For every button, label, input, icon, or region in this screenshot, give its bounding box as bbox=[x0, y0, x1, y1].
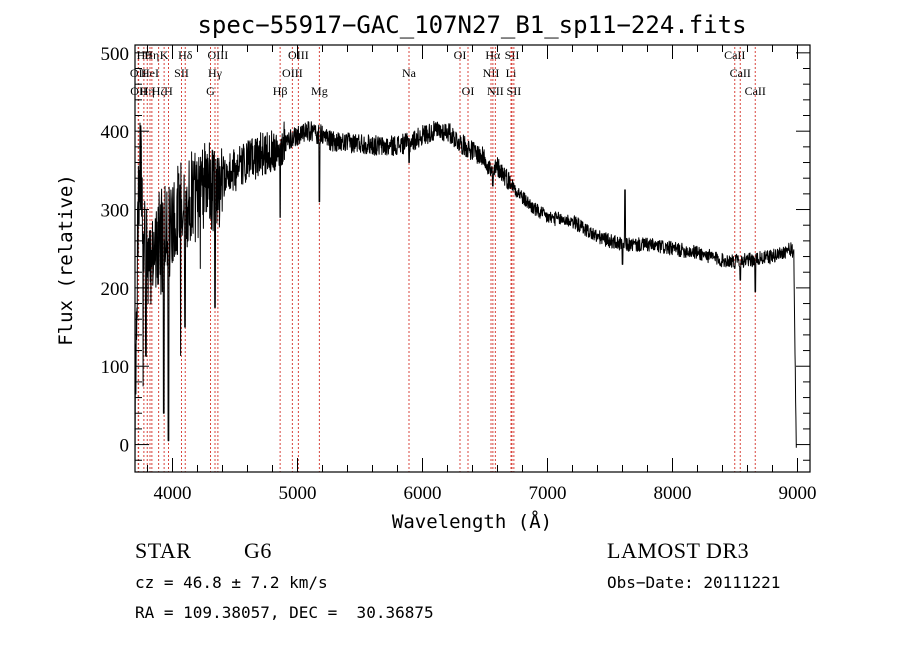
x-tick-label: 7000 bbox=[529, 483, 567, 504]
redshift-text: cz = 46.8 ± 7.2 km/s bbox=[135, 573, 328, 592]
line-marker-label: OIII bbox=[288, 48, 309, 62]
axis-ticks bbox=[135, 45, 810, 472]
line-marker-label: SII bbox=[505, 48, 520, 62]
spectrum-line bbox=[134, 120, 797, 469]
line-marker-label: H bbox=[164, 84, 173, 98]
line-marker-label: HeI bbox=[141, 66, 159, 80]
y-tick-label: 0 bbox=[120, 436, 130, 457]
line-marker-label: CaII bbox=[724, 48, 745, 62]
x-tick-label: 9000 bbox=[779, 483, 817, 504]
y-axis-label: Flux (relative) bbox=[55, 174, 77, 346]
line-marker-label: SII bbox=[174, 66, 189, 80]
line-marker-label: OIII bbox=[282, 66, 303, 80]
line-marker-label: Li bbox=[506, 66, 517, 80]
line-marker-label: CaII bbox=[745, 84, 766, 98]
x-axis-label: Wavelength (Å) bbox=[392, 510, 552, 533]
object-class: STAR bbox=[135, 538, 192, 563]
y-tick-label: 300 bbox=[101, 201, 130, 222]
x-tick-label: 8000 bbox=[654, 483, 692, 504]
line-marker-label: CaII bbox=[730, 66, 751, 80]
y-tick-label: 500 bbox=[101, 44, 130, 65]
y-tick-label: 400 bbox=[101, 122, 130, 143]
spectrum-series bbox=[134, 120, 797, 469]
line-marker-label: Hδ bbox=[178, 48, 193, 62]
chart-title: spec−55917−GAC_107N27_B1_sp11−224.fits bbox=[197, 11, 746, 39]
line-marker-label: Hη bbox=[140, 84, 155, 98]
line-marker-label: K bbox=[160, 48, 169, 62]
line-markers: OIIOIIHθHηHeIHηHζKHSIIHδGHγOIIIHβOIIIOII… bbox=[130, 47, 766, 472]
line-marker-label: Hβ bbox=[273, 84, 288, 98]
line-marker-label: Hη bbox=[144, 48, 159, 62]
line-marker-label: Hα bbox=[485, 48, 501, 62]
line-marker-label: G bbox=[206, 84, 215, 98]
survey-name: LAMOST DR3 bbox=[607, 538, 750, 563]
line-marker-label: Na bbox=[402, 66, 417, 80]
x-tick-label: 5000 bbox=[279, 483, 317, 504]
line-marker-label: OI bbox=[462, 84, 475, 98]
line-marker-label: Hζ bbox=[152, 84, 166, 98]
y-tick-label: 200 bbox=[101, 279, 130, 300]
line-marker-label: Mg bbox=[311, 84, 328, 98]
line-marker-label: NII bbox=[483, 66, 500, 80]
x-tick-label: 4000 bbox=[154, 483, 192, 504]
tick-labels: 4000 5000 6000 7000 8000 9000 0 100 200 300 400 500 bbox=[101, 44, 817, 504]
y-tick-label: 100 bbox=[101, 357, 130, 378]
spectral-subclass: G6 bbox=[244, 538, 272, 563]
x-tick-label: 6000 bbox=[404, 483, 442, 504]
line-marker-label: OI bbox=[454, 48, 467, 62]
observation-date: Obs−Date: 20111221 bbox=[607, 573, 781, 592]
coordinates-text: RA = 109.38057, DEC = 30.36875 bbox=[135, 603, 434, 622]
line-marker-label: NII bbox=[487, 84, 504, 98]
line-marker-label: OIII bbox=[208, 48, 229, 62]
line-marker-label: Hγ bbox=[208, 66, 223, 80]
line-marker-label: SII bbox=[507, 84, 522, 98]
